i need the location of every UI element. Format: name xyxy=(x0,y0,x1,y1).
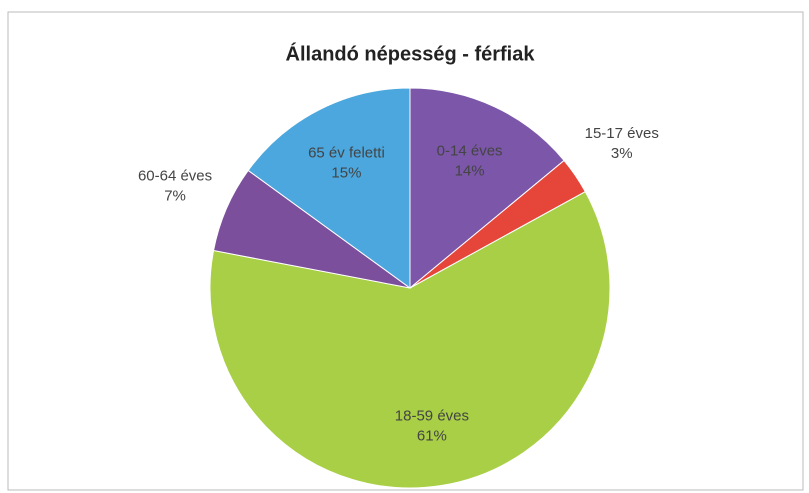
slice-label: 65 év feletti 15% xyxy=(308,144,385,181)
slice-category: 60-64 éves xyxy=(138,167,212,184)
slice-value: 7% xyxy=(164,187,186,204)
slice-category: 15-17 éves xyxy=(585,125,659,142)
pie-slice xyxy=(247,87,411,289)
slice-value: 61% xyxy=(417,427,447,444)
slice-label: 0-14 éves 14% xyxy=(437,142,503,179)
chart-title: Állandó népesség - férfiak xyxy=(286,42,536,65)
slice-category: 0-14 éves xyxy=(437,142,503,159)
slice-label: 60-64 éves 7% xyxy=(138,167,212,204)
pie-slice xyxy=(409,87,565,290)
pie-slice xyxy=(209,190,611,489)
slice-category: 18-59 éves xyxy=(395,407,469,424)
slice-value: 14% xyxy=(455,162,485,179)
slice-label: 15-17 éves 3% xyxy=(585,125,659,162)
slice-value: 15% xyxy=(331,164,361,181)
slice-category: 65 év feletti xyxy=(308,144,385,161)
slice-label: 18-59 éves 61% xyxy=(395,407,469,444)
slice-value: 3% xyxy=(611,145,633,162)
